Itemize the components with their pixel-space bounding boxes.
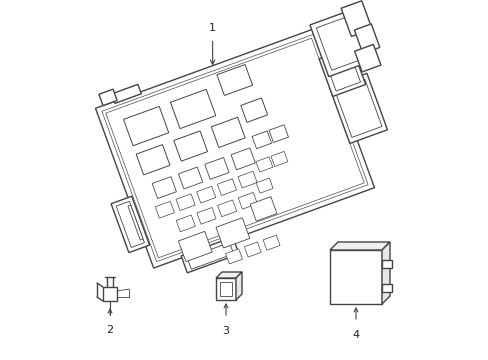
Text: 3: 3 [222, 326, 229, 336]
Polygon shape [128, 205, 143, 240]
Polygon shape [105, 38, 364, 258]
Polygon shape [116, 201, 144, 247]
Polygon shape [123, 107, 168, 146]
Polygon shape [178, 167, 203, 189]
Polygon shape [319, 47, 365, 96]
Polygon shape [211, 117, 244, 148]
Polygon shape [240, 98, 267, 122]
Polygon shape [231, 148, 255, 170]
Polygon shape [381, 284, 391, 292]
Polygon shape [220, 282, 231, 296]
Polygon shape [181, 237, 239, 273]
Polygon shape [136, 145, 170, 175]
Polygon shape [268, 125, 288, 143]
Polygon shape [316, 14, 368, 70]
Polygon shape [236, 272, 242, 300]
Polygon shape [238, 171, 257, 188]
Polygon shape [270, 152, 287, 167]
Polygon shape [329, 250, 381, 304]
Polygon shape [309, 9, 373, 77]
Polygon shape [244, 242, 261, 257]
Polygon shape [99, 89, 117, 105]
Polygon shape [178, 231, 212, 262]
Polygon shape [216, 272, 242, 278]
Polygon shape [102, 34, 367, 262]
Polygon shape [255, 157, 272, 172]
Text: 2: 2 [106, 325, 113, 335]
Polygon shape [381, 242, 389, 304]
Polygon shape [238, 193, 257, 209]
Polygon shape [216, 278, 236, 300]
Polygon shape [263, 235, 280, 250]
Polygon shape [176, 215, 195, 232]
Polygon shape [334, 80, 381, 138]
Polygon shape [103, 287, 117, 301]
Polygon shape [341, 1, 371, 36]
Text: 4: 4 [352, 330, 359, 340]
Text: 1: 1 [209, 23, 216, 33]
Polygon shape [354, 44, 380, 72]
Polygon shape [329, 242, 389, 250]
Polygon shape [111, 84, 141, 103]
Polygon shape [354, 24, 379, 54]
Polygon shape [216, 64, 252, 95]
Polygon shape [252, 131, 271, 149]
Polygon shape [173, 131, 207, 161]
Polygon shape [250, 197, 276, 221]
Polygon shape [111, 196, 149, 253]
Polygon shape [170, 89, 215, 129]
Polygon shape [225, 249, 242, 264]
Polygon shape [217, 179, 236, 195]
Polygon shape [217, 200, 236, 217]
Polygon shape [95, 28, 374, 268]
Polygon shape [152, 177, 176, 198]
Polygon shape [204, 157, 228, 179]
Polygon shape [155, 201, 174, 218]
Polygon shape [381, 260, 391, 268]
Polygon shape [196, 186, 215, 203]
Polygon shape [329, 73, 386, 143]
Polygon shape [197, 207, 216, 224]
Polygon shape [256, 178, 273, 193]
Polygon shape [187, 243, 233, 269]
Polygon shape [325, 52, 360, 91]
Polygon shape [216, 218, 249, 248]
Polygon shape [176, 194, 195, 211]
